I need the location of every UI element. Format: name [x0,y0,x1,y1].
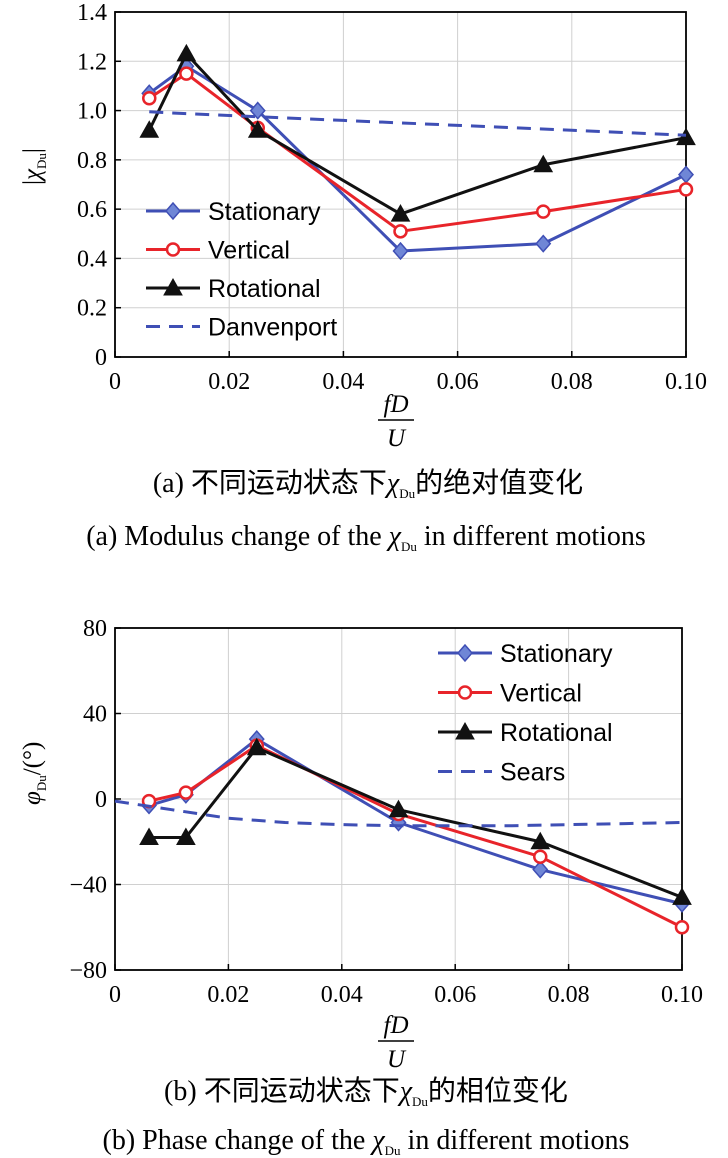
panel-a-legend-stationary-label: Stationary [208,198,321,226]
panel-b-series-vertical-point [533,849,548,864]
panel-a-x-tick-label: 0.02 [208,369,250,395]
panel-a-series-vertical-point [142,91,157,106]
panel-a-series-rotational-point [533,154,554,173]
panel-b-legend-vertical-marker [457,685,473,700]
svg-text:(a) 不同运动状态下χDu的绝对值变化: (a) 不同运动状态下χDu的绝对值变化 [153,467,583,501]
panel-a-y-tick-label: 0.2 [77,296,107,322]
panel-a-x-tick-label: 0.04 [322,369,364,395]
panel-b-series-rotational-point [246,737,267,756]
panel-b-legend-stationary-marker [457,643,473,663]
panel-a-series-vertical-point [179,66,194,81]
panel-a-legend-vertical-marker [165,242,181,257]
svg-text:fD: fD [384,1012,409,1039]
panel-a-series-rotational-point [247,120,268,138]
panel-a-series-rotational-point [676,127,696,146]
panel-a-legend-danvenport-label: Danvenport [208,314,337,342]
panel-a-y-label: |χDu| [19,148,49,185]
panel-a-series-vertical-point [393,224,408,239]
panel-b-legend-vertical-label: Vertical [500,680,582,708]
panel-b-series-rotational-point [672,887,692,905]
panel-a-legend-rotational-marker [163,277,183,296]
panel-b-x-tick-label: 0.10 [661,982,703,1008]
panel-b-series-vertical-line [148,744,683,929]
panel-b-y-tick-label: 0 [95,787,107,813]
panel-b-x-tick-label: 0 [109,982,121,1008]
panel-a-caption-cn: (a) 不同运动状态下χDu的绝对值变化 [153,467,583,501]
panel-b-series-vertical-point [674,920,690,935]
panel-a-series-stationary-point [392,241,409,261]
svg-text:|χDu|: |χDu| [19,148,49,185]
svg-text:(a) Modulus change of the χDu: (a) Modulus change of the χDu in differe… [86,521,646,554]
panel-b-y-label: φDu/(°) [19,742,49,805]
panel-a-y-tick-label: 0.8 [77,148,107,174]
panel-b-chart: 0 0.02 0.04 0.06 0.08 0.10 −80 −40 0 40 80 Stationa… [69,616,703,1008]
panel-b-series-rotational-point [139,827,159,845]
panel-a-y-tick-label: 1.0 [77,99,107,125]
panel-a-series-stationary-point [535,234,552,253]
svg-text:(b) Phase change of the χDu in: (b) Phase change of the χDu in different… [103,1125,630,1158]
panel-a-series-rotational-line [147,52,687,216]
panel-a-x-tick-label: 0 [109,369,121,395]
panel-a-series-rotational-point [390,204,411,222]
panel-b-x-tick-label: 0.02 [207,982,249,1008]
panel-a-series-rotational-point [139,120,160,138]
panel-a-series-vertical-point [536,204,551,219]
panel-b-y-tick-label: −80 [69,958,107,984]
panel-a-y-tick-label: 0.4 [77,246,107,272]
panel-a-x-label: fD U [378,391,414,452]
panel-a-y-tick-label: 0.6 [77,197,107,223]
panel-b-series-rotational-point [530,831,551,850]
panel-b-series-rotational-line [149,746,683,899]
panel-b-x-label: fD U [378,1012,414,1073]
svg-text:U: U [387,425,407,452]
panel-a-x-tick-label: 0.06 [437,369,479,395]
panel-b-y-tick-label: 80 [83,616,107,642]
panel-a-series-rotational-point [176,43,197,62]
panel-a-chart: 0 0.02 0.04 0.06 0.08 0.10 0 0.2 0.4 0.6 0.8 1.0 1.2… [77,0,707,395]
svg-text:fD: fD [384,391,409,418]
panel-a-legend-rotational-label: Rotational [208,275,321,303]
panel-b-series-sears-line [114,799,683,828]
panel-a-y-tick-label: 1.2 [77,49,107,75]
panel-b-x-tick-label: 0.06 [434,982,476,1008]
panel-b-caption-en: (b) Phase change of the χDu in different… [103,1125,630,1158]
panel-a-series-stationary-point [249,101,266,120]
panel-a-y-tick-label: 1.4 [77,0,107,26]
panel-a-y-tick-label: 0 [95,345,107,371]
panel-b-series-vertical-point [178,785,194,800]
panel-b-legend-rotational-marker [455,721,475,740]
panel-a-legend-stationary-marker [165,201,181,221]
panel-b-legend-sears-label: Sears [500,759,565,787]
panel-a-series-danvenport-line [149,110,687,137]
panel-b-y-tick-label: 40 [83,702,107,728]
svg-text:(b) 不同运动状态下χDu的相位变化: (b) 不同运动状态下χDu的相位变化 [164,1075,568,1109]
panel-b-series-rotational-point [176,827,196,845]
panel-a-legend-vertical-label: Vertical [208,237,290,265]
panel-a-series-stationary-point [678,165,694,184]
panel-b-legend-stationary-label: Stationary [500,640,613,668]
panel-b-series-stationary-point [532,860,549,879]
panel-a-plot-frame [114,11,687,358]
panel-b-x-tick-label: 0.04 [321,982,363,1008]
panel-b-caption-cn: (b) 不同运动状态下χDu的相位变化 [164,1075,568,1109]
panel-a-series-vertical-point [678,182,694,197]
panel-b-legend-rotational-label: Rotational [500,719,613,747]
panel-a-caption-en: (a) Modulus change of the χDu in differe… [86,521,646,554]
panel-b-plot-frame [114,627,683,971]
panel-a-x-tick-label: 0.08 [551,369,593,395]
panel-b-x-tick-label: 0.08 [548,982,590,1008]
panel-a-x-tick-label: 0.10 [665,369,707,395]
panel-b-series-rotational-point [388,799,409,818]
svg-text:φDu/(°): φDu/(°) [19,742,49,805]
panel-b-y-tick-label: −40 [69,873,107,899]
svg-text:U: U [387,1046,407,1073]
panel-a-series-vertical-line [148,72,687,233]
